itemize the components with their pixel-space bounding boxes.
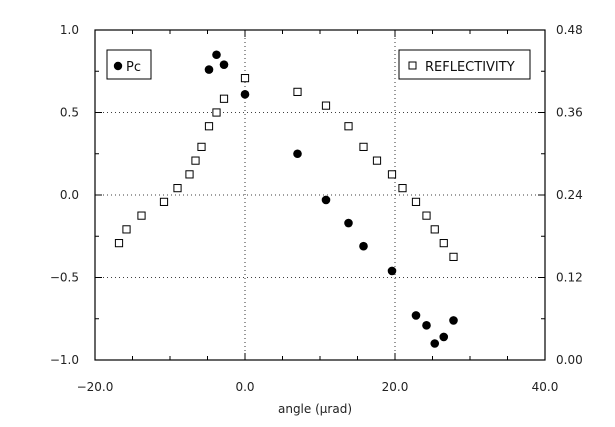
- data-point-pc: [430, 339, 440, 348]
- data-point-pc: [212, 50, 221, 60]
- data-point-pc: [321, 195, 331, 205]
- data-point-reflectivity: [359, 142, 368, 151]
- legend-pc-marker: [113, 61, 123, 71]
- x-tick-label: 20.0: [382, 380, 409, 394]
- data-point-reflectivity: [372, 156, 382, 165]
- x-tick-label: −20.0: [77, 380, 114, 394]
- legend-reflectivity-marker: [408, 61, 417, 70]
- data-point-reflectivity: [293, 87, 302, 96]
- data-points: [114, 50, 458, 348]
- data-point-pc: [411, 311, 421, 320]
- y-left-tick-label: 0.0: [60, 188, 79, 202]
- data-point-reflectivity: [449, 252, 458, 261]
- data-point-reflectivity: [185, 170, 194, 179]
- data-point-pc: [293, 149, 302, 159]
- data-point-reflectivity: [212, 108, 221, 117]
- data-point-reflectivity: [159, 197, 169, 206]
- data-point-pc: [359, 241, 368, 251]
- data-point-pc: [439, 332, 449, 342]
- data-point-reflectivity: [114, 239, 124, 248]
- y-left-tick-label: 1.0: [60, 23, 79, 37]
- data-point-reflectivity: [219, 94, 229, 103]
- y-right-tick-label: 0.24: [556, 188, 583, 202]
- y-right-tick-label: 0.36: [556, 106, 583, 120]
- legend-reflectivity: REFLECTIVITY: [398, 49, 531, 80]
- data-point-reflectivity: [197, 142, 206, 151]
- data-point-reflectivity: [411, 197, 421, 206]
- y-left-tick-label: 0.5: [60, 106, 79, 120]
- data-point-reflectivity: [344, 122, 353, 131]
- data-point-reflectivity: [173, 184, 182, 193]
- data-point-pc: [240, 90, 250, 99]
- data-point-pc: [204, 65, 214, 74]
- data-point-reflectivity: [398, 184, 407, 193]
- data-point-reflectivity: [321, 101, 331, 110]
- data-point-pc: [344, 218, 353, 228]
- data-point-reflectivity: [191, 156, 200, 165]
- axis-ticks: [94, 29, 546, 361]
- y-right-tick-label: 0.00: [556, 353, 583, 367]
- legend-reflectivity-box: [398, 49, 531, 80]
- grid-lines: [95, 30, 545, 360]
- legend-pc-label: Pc: [126, 60, 141, 75]
- data-point-pc: [422, 321, 431, 330]
- data-point-pc: [219, 60, 229, 69]
- x-tick-label: 40.0: [532, 380, 559, 394]
- data-point-reflectivity: [137, 211, 146, 220]
- data-point-reflectivity: [240, 74, 250, 83]
- legend-reflectivity-label: REFLECTIVITY: [425, 60, 515, 75]
- data-point-pc: [449, 316, 458, 325]
- data-point-reflectivity: [439, 239, 448, 248]
- x-tick-label: 0.0: [235, 380, 254, 394]
- data-point-reflectivity: [204, 122, 214, 131]
- data-point-reflectivity: [122, 225, 131, 234]
- data-point-reflectivity: [422, 211, 431, 220]
- y-left-tick-label: −0.5: [50, 271, 79, 285]
- y-left-tick-label: −1.0: [50, 353, 79, 367]
- legend-pc: Pc: [106, 49, 152, 80]
- y-right-tick-label: 0.48: [556, 23, 583, 37]
- data-point-reflectivity: [430, 225, 439, 234]
- tick-labels: −20.0 0.0 20.0 40.0 1.0 0.5 0.0 −0.5 −1.0 0.48 0.3…: [50, 23, 583, 394]
- data-point-reflectivity: [387, 170, 397, 179]
- data-point-pc: [387, 266, 397, 276]
- y-right-tick-label: 0.12: [556, 271, 583, 285]
- x-axis-label: angle (μrad): [278, 402, 352, 416]
